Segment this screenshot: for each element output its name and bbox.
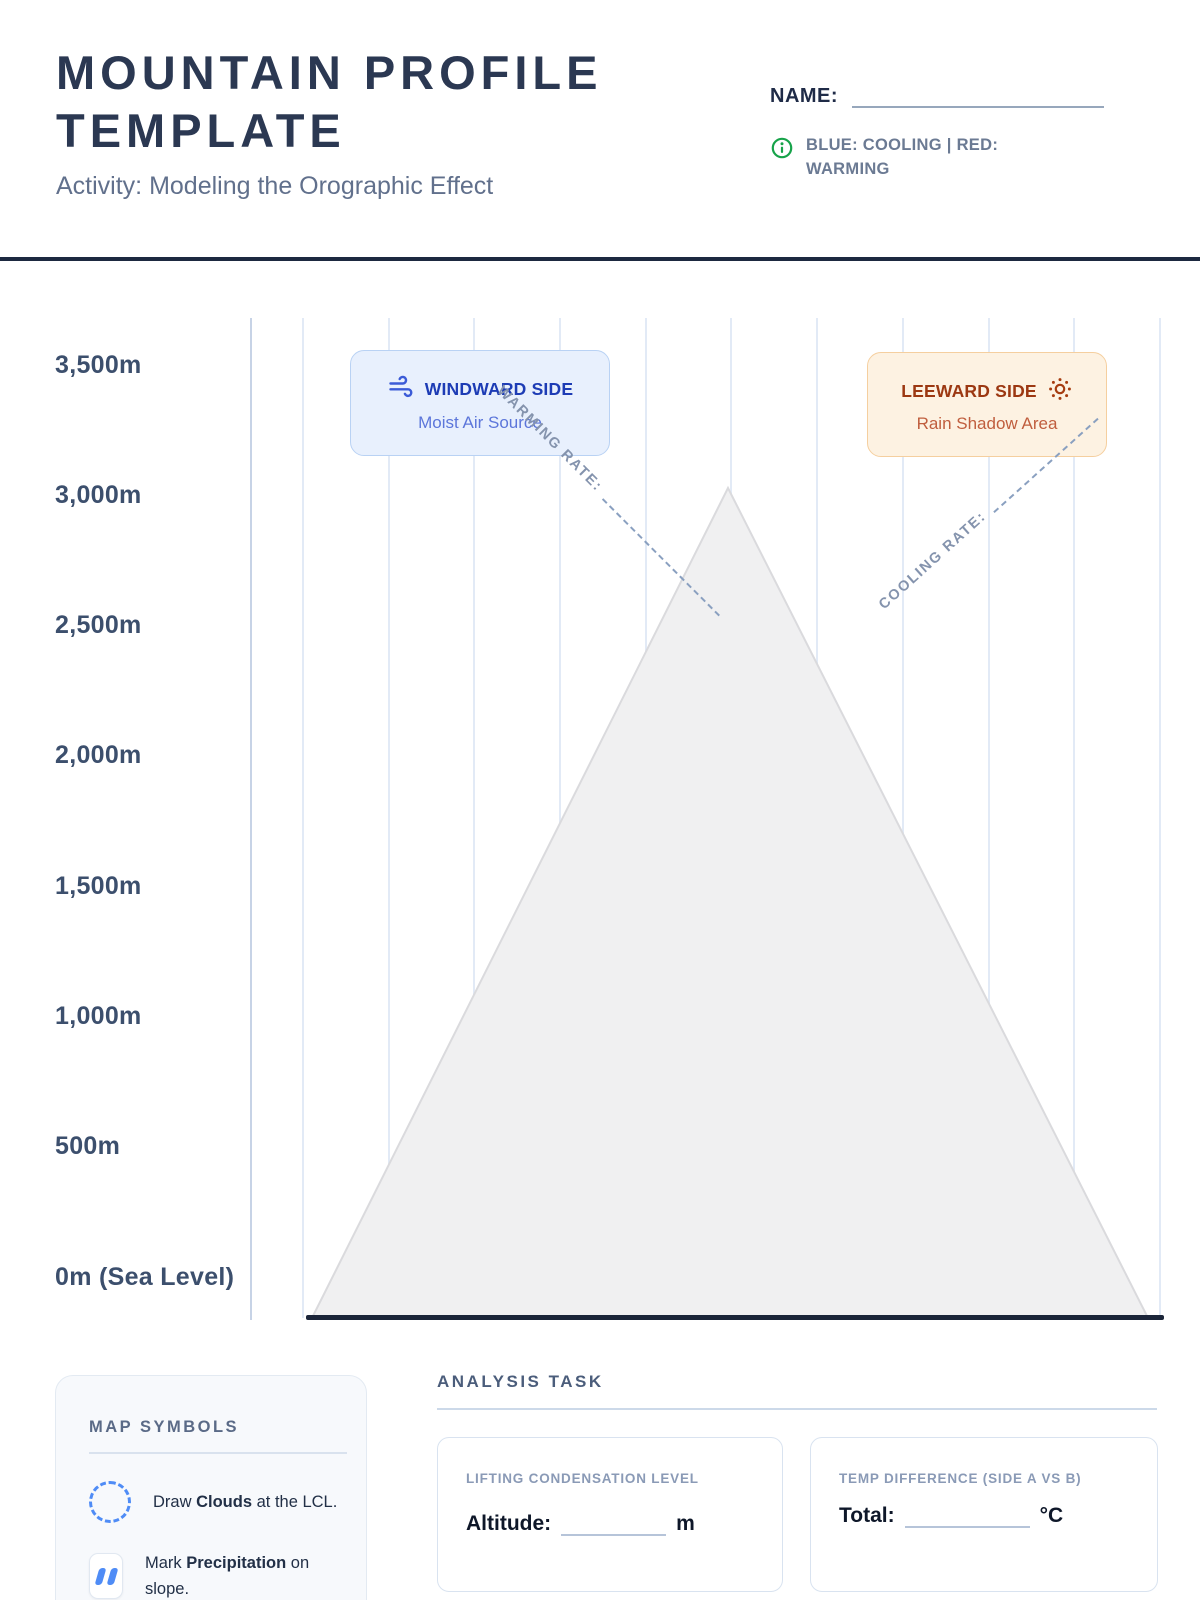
map-symbols-rule [89, 1452, 347, 1454]
page-title-line2: TEMPLATE [56, 104, 346, 157]
symbol-text-suffix: at the LCL. [252, 1493, 338, 1511]
altitude-axis-line [250, 318, 252, 1320]
leeward-title: LEEWARD SIDE [901, 380, 1037, 401]
total-field: Total: °C [839, 1504, 1131, 1528]
lcl-card: LIFTING CONDENSATION LEVEL Altitude: m [437, 1437, 783, 1592]
precipitation-bar [106, 1567, 118, 1585]
gridline [988, 318, 990, 1318]
temp-difference-card: TEMP DIFFERENCE (SIDE A VS B) Total: °C [810, 1437, 1158, 1592]
symbol-item-text: Mark Precipitation on slope. [145, 1550, 341, 1600]
altitude-label: 0m (Sea Level) [55, 1263, 235, 1291]
page-title: MOUNTAIN PROFILE TEMPLATE [56, 44, 603, 160]
analysis-task-rule [437, 1408, 1157, 1410]
gridline [645, 318, 647, 1318]
gridline [388, 318, 390, 1318]
wind-icon [387, 373, 415, 406]
name-field: NAME: [770, 84, 1105, 108]
map-symbols-card: MAP SYMBOLS Draw Clouds at the LCL. Mark… [55, 1375, 367, 1600]
altitude-label: 2,000m [55, 741, 142, 769]
altitude-unit: m [676, 1512, 695, 1535]
precipitation-bar [94, 1567, 106, 1585]
altitude-label: 1,500m [55, 872, 142, 900]
symbol-text-bold: Clouds [196, 1493, 253, 1511]
legend-text: BLUE: COOLING | RED: WARMING [806, 136, 999, 178]
map-symbol-item-precipitation: Mark Precipitation on slope. [89, 1550, 366, 1600]
altitude-field: Altitude: m [466, 1512, 756, 1536]
color-legend: BLUE: COOLING | RED: WARMING [770, 133, 1044, 181]
windward-badge: WINDWARD SIDE Moist Air Source [350, 350, 610, 456]
altitude-label: 3,000m [55, 481, 142, 509]
lcl-card-label: LIFTING CONDENSATION LEVEL [466, 1471, 699, 1486]
map-symbols-title: MAP SYMBOLS [89, 1418, 240, 1436]
ground-baseline [306, 1315, 1164, 1320]
symbol-text-suffix: on slope. [145, 1554, 310, 1598]
map-symbol-item-clouds: Draw Clouds at the LCL. [89, 1481, 366, 1523]
altitude-label: 500m [55, 1132, 121, 1160]
altitude-label: 3,500m [55, 351, 142, 379]
total-field-label: Total: [839, 1504, 895, 1527]
altitude-field-label: Altitude: [466, 1512, 552, 1535]
name-label: NAME: [770, 85, 839, 107]
page-subtitle: Activity: Modeling the Orographic Effect [56, 172, 494, 200]
altitude-blank[interactable] [561, 1514, 667, 1536]
analysis-task-title: ANALYSIS TASK [437, 1372, 604, 1391]
cloud-dashed-circle-icon [89, 1481, 131, 1523]
total-unit: °C [1039, 1504, 1064, 1527]
gridline [473, 318, 475, 1318]
precipitation-icon [89, 1553, 123, 1599]
info-icon[interactable] [770, 136, 794, 165]
gridline [730, 318, 732, 1318]
symbol-item-text: Draw Clouds at the LCL. [153, 1489, 349, 1515]
symbol-text-prefix: Draw [153, 1493, 197, 1511]
cooling-rate-label: COOLING RATE: [876, 508, 990, 613]
altitude-label: 1,000m [55, 1002, 142, 1030]
temp-difference-card-label: TEMP DIFFERENCE (SIDE A VS B) [839, 1471, 1082, 1486]
symbol-text-bold: Precipitation [186, 1554, 287, 1572]
leeward-subtitle: Rain Shadow Area [916, 413, 1058, 433]
gridline [559, 318, 561, 1318]
gridline [1159, 318, 1161, 1318]
altitude-label: 2,500m [55, 611, 142, 639]
gridline [902, 318, 904, 1318]
header-divider [0, 257, 1200, 261]
name-blank[interactable] [852, 84, 1105, 108]
gridline [302, 318, 304, 1318]
warming-rate-blank[interactable] [602, 491, 728, 617]
sun-icon [1047, 376, 1073, 407]
gridline [1073, 318, 1075, 1318]
page-title-line1: MOUNTAIN PROFILE [56, 46, 603, 99]
windward-title: WINDWARD SIDE [424, 379, 574, 399]
symbol-text-prefix: Mark [145, 1554, 187, 1572]
windward-subtitle: Moist Air Source [418, 413, 542, 432]
total-blank[interactable] [904, 1506, 1030, 1528]
gridline [816, 318, 818, 1318]
warming-rate-annotation: WARMING RATE: [494, 383, 729, 618]
leeward-badge: LEEWARD SIDE Rain Shadow Area [867, 352, 1107, 457]
